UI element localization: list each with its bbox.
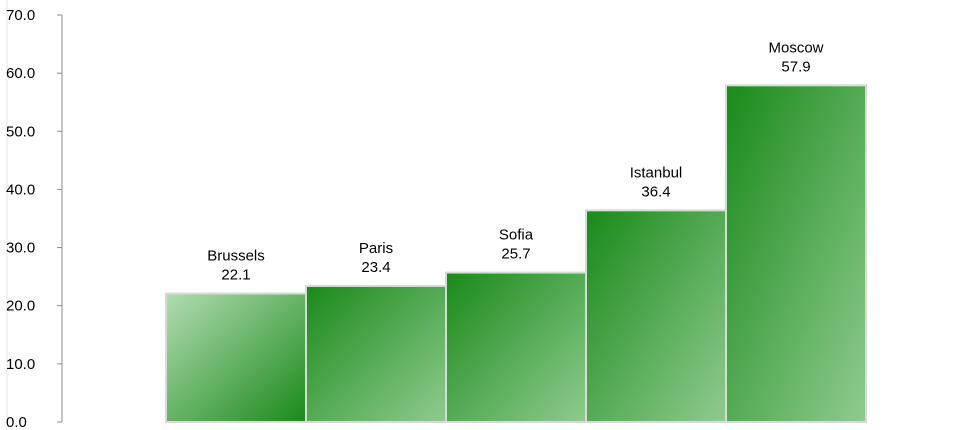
bar-value-label: 57.9	[781, 58, 810, 75]
bar-category-label: Sofia	[499, 227, 534, 244]
y-tick-label: 20.0	[6, 298, 35, 315]
bar-paris	[305, 284, 447, 423]
y-tick-label: 40.0	[6, 181, 35, 198]
bar-category-label: Istanbul	[630, 164, 683, 181]
bar-category-label: Brussels	[207, 248, 265, 265]
y-tick-label: 50.0	[6, 123, 35, 140]
bar-brussels	[165, 292, 307, 423]
bar-sofia	[445, 271, 587, 423]
bar-value-label: 25.7	[501, 246, 530, 263]
bar-moscow	[725, 84, 867, 424]
bar-category-label: Paris	[359, 240, 393, 257]
bar-istanbul	[585, 209, 727, 423]
bar-value-label: 36.4	[641, 183, 670, 200]
y-tick-label: 0.0	[6, 414, 27, 430]
bar-labels: Brussels 22.1 Paris 23.4 Sofia 25.7 Istanbul 36…	[207, 39, 823, 283]
bar-category-label: Moscow	[768, 39, 823, 56]
bar-value-label: 22.1	[221, 267, 250, 284]
bar-value-label: 23.4	[361, 259, 390, 276]
y-tick-label: 10.0	[6, 356, 35, 373]
y-axis: 0.0 10.0 20.0 30.0 40.0 50.0 60.0 70.0	[6, 0, 63, 430]
bars	[165, 84, 867, 424]
y-tick-label: 30.0	[6, 240, 35, 257]
y-tick-label: 70.0	[6, 7, 35, 24]
y-tick-label: 60.0	[6, 65, 35, 82]
